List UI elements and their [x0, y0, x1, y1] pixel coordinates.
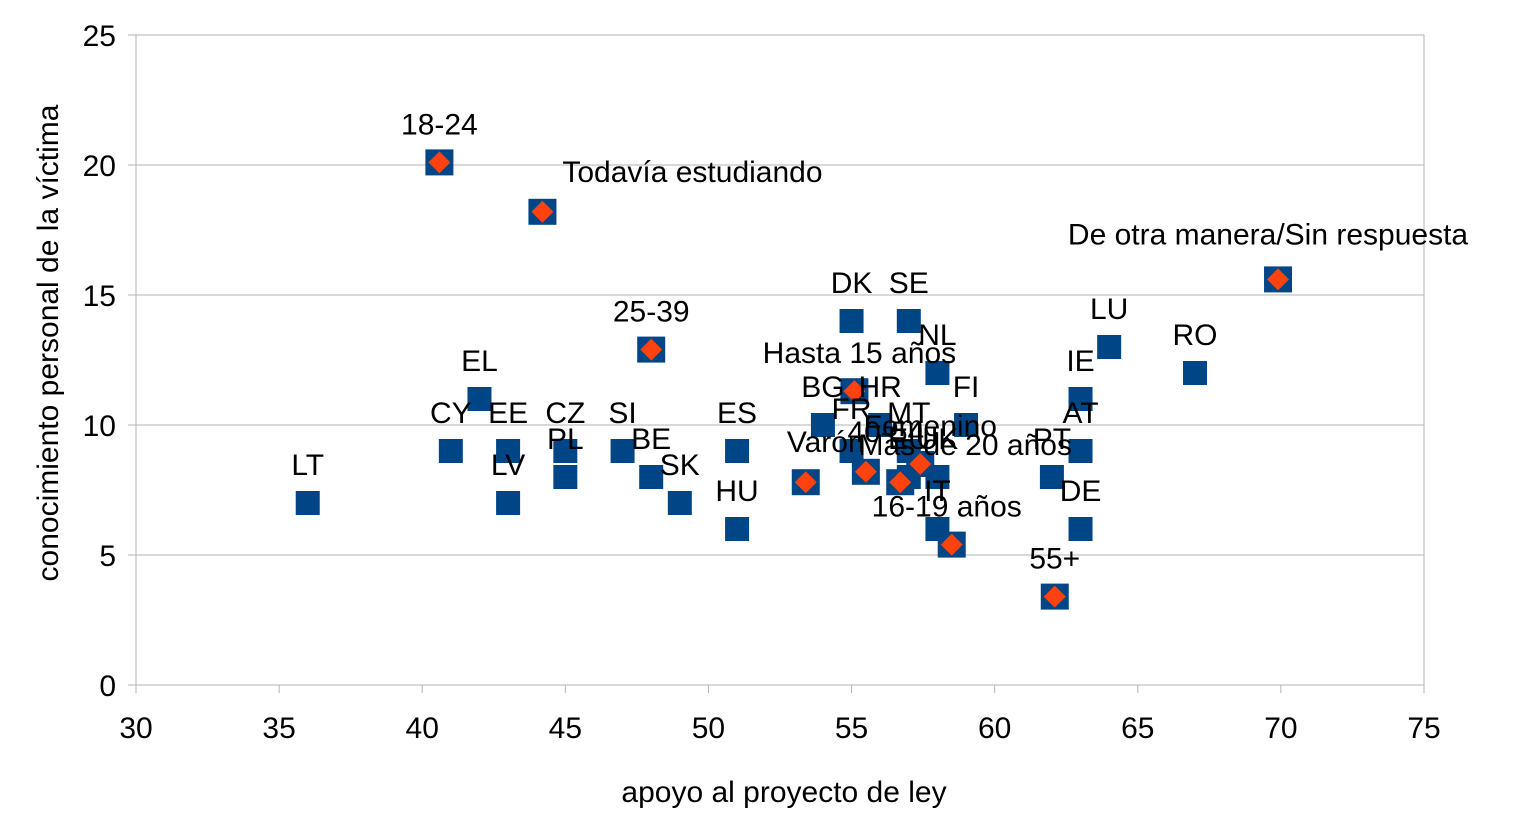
label-se: SE [889, 267, 929, 300]
point-pl [553, 465, 578, 489]
point-18-24 [428, 151, 451, 174]
label-todav-a-estudiando: Todavía estudiando [562, 156, 822, 189]
y-tick-label: 10 [83, 410, 116, 443]
label-sk: SK [660, 449, 700, 482]
x-axis-title: apoyo al proyecto de ley [621, 776, 946, 809]
point-lt [295, 491, 320, 515]
point-m-s-de-20-a-os [889, 471, 912, 494]
point-se [896, 309, 921, 333]
point-ro [1183, 361, 1208, 385]
label-hu: HU [715, 475, 758, 508]
label-de: DE [1060, 475, 1102, 508]
point-femenino [909, 453, 932, 475]
label-m-s-de-20-a-os: Más de 20 años [858, 429, 1071, 462]
label-fr: FR [832, 393, 872, 426]
label-40-54: 40-54 [847, 416, 924, 449]
point-be [639, 465, 664, 489]
point-25-39 [640, 338, 663, 361]
point-es [725, 439, 750, 463]
point-pt [1039, 465, 1064, 489]
label-16-19-a-os: 16-19 años [872, 491, 1022, 524]
point-dk [839, 309, 864, 333]
point-de [1068, 517, 1093, 541]
y-tick-label: 0 [99, 670, 116, 703]
grid-lines [128, 34, 1425, 693]
point-hasta-15-a-os [843, 380, 866, 403]
label-fi: FI [953, 371, 980, 404]
label-dk: DK [831, 267, 873, 300]
label-ee: EE [488, 397, 528, 430]
point-si [610, 439, 635, 463]
point-sk [667, 491, 692, 515]
point-lv [496, 491, 521, 515]
x-tick-label: 50 [692, 712, 725, 745]
label-nl: NL [918, 319, 956, 352]
label-mt: MT [887, 397, 930, 430]
x-tick-label: 30 [119, 712, 152, 745]
point-el [467, 387, 492, 411]
y-tick-label: 15 [83, 280, 116, 313]
label-es: ES [717, 397, 757, 430]
point-fi [954, 413, 979, 437]
label-at: AT [1062, 397, 1098, 430]
point-de-otra-manera-sin-respuesta [1267, 268, 1290, 291]
label-de-otra-manera-sin-respuesta: De otra manera/Sin respuesta [1068, 218, 1469, 251]
point-hr [868, 413, 893, 437]
y-tick-label: 20 [83, 150, 116, 183]
y-tick-label: 5 [99, 540, 116, 573]
label-bg: BG [801, 371, 844, 404]
label-pt: PT [1033, 423, 1071, 456]
x-tick-label: 35 [262, 712, 295, 745]
label-ro: RO [1173, 319, 1218, 352]
label-si: SI [608, 397, 636, 430]
y-tick-label: 25 [83, 20, 116, 53]
label-25-39: 25-39 [613, 296, 690, 329]
x-tick-label: 60 [978, 712, 1011, 745]
point-hu [725, 517, 750, 541]
x-tick-labels: 30 35 40 45 50 55 60 65 70 75 [119, 712, 1440, 745]
label-lt: LT [291, 449, 324, 482]
point-nl [925, 361, 950, 385]
point-lu [1097, 335, 1122, 359]
label-cz: CZ [545, 397, 585, 430]
label-el: EL [461, 345, 498, 378]
label-be: BE [631, 423, 671, 456]
x-tick-label: 45 [549, 712, 582, 745]
label-lu: LU [1090, 293, 1128, 326]
label-55-: 55+ [1029, 543, 1080, 576]
point-ie [1068, 387, 1093, 411]
point-var-n [794, 471, 817, 494]
y-tick-labels: 0 5 10 15 20 25 [83, 20, 116, 703]
label-var-n: Varón [787, 426, 865, 459]
point-16-19-a-os [940, 533, 963, 556]
x-tick-label: 65 [1121, 712, 1154, 745]
x-tick-label: 40 [406, 712, 439, 745]
data-points [295, 149, 1293, 610]
label-femenino: Femenino [864, 410, 997, 443]
label-18-24: 18-24 [401, 108, 478, 141]
x-tick-label: 70 [1264, 712, 1297, 745]
point-40-54 [854, 460, 877, 483]
point-cy [438, 439, 463, 463]
label-uk: UK [917, 423, 959, 456]
point-ee [496, 439, 521, 463]
x-tick-label: 75 [1407, 712, 1440, 745]
point-todav-a-estudiando [531, 200, 554, 223]
y-axis-title: conocimiento personal de la víctima [32, 104, 65, 581]
label-it: IT [924, 475, 951, 508]
point-cz [553, 439, 578, 463]
label-pl: PL [547, 423, 584, 456]
point-bg [810, 413, 835, 437]
label-lv: LV [491, 449, 525, 482]
label-cy: CY [430, 397, 472, 430]
label-ie: IE [1066, 345, 1094, 378]
point-at [1068, 439, 1093, 463]
label-hr: HR [859, 371, 902, 404]
label-hasta-15-a-os: Hasta 15 años [763, 337, 956, 370]
x-tick-label: 55 [835, 712, 868, 745]
label-eu: EU [888, 423, 930, 456]
point-55- [1043, 585, 1066, 608]
